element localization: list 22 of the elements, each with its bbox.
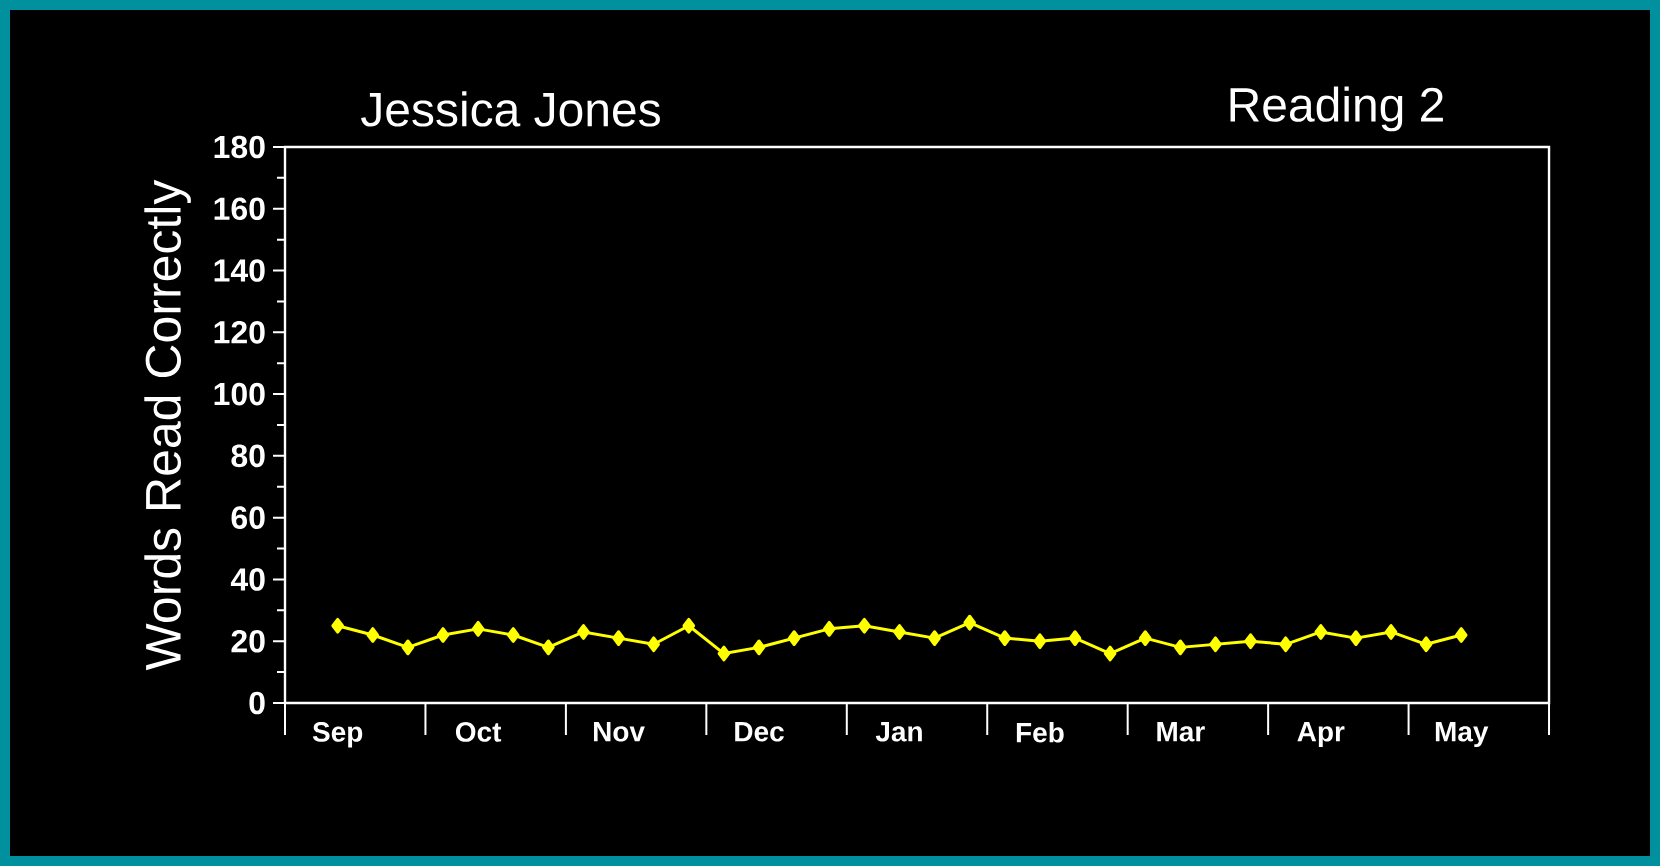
y-tick-label: 60	[231, 506, 265, 529]
y-tick-label: 20	[231, 629, 265, 653]
y-tick-label: 140	[214, 259, 265, 282]
x-tick-label: Dec	[735, 722, 784, 742]
chart-title: Jessica Jones	[361, 91, 660, 127]
x-tick-label: Apr	[1297, 722, 1345, 748]
y-tick-label: 0	[249, 691, 265, 715]
x-tick-label: Jan	[875, 722, 922, 742]
y-axis-title: Words Read Correctly	[144, 179, 191, 671]
x-tick-label: Mar	[1157, 722, 1205, 742]
y-tick-label: 160	[214, 197, 265, 221]
x-tick-label: Feb	[1016, 722, 1064, 743]
x-tick-label: Sep	[312, 722, 363, 748]
y-tick-label: 100	[214, 382, 265, 406]
x-tick-label: May	[1435, 722, 1489, 748]
y-tick-label: 40	[230, 568, 265, 591]
y-tick-label: 180	[214, 135, 265, 159]
x-tick-label: Nov	[594, 722, 645, 742]
x-tick-label: Oct	[455, 722, 502, 742]
y-tick-label: 120	[214, 320, 265, 344]
y-tick-label: 80	[231, 444, 265, 468]
chart-subtitle: Reading 2	[1230, 86, 1443, 132]
